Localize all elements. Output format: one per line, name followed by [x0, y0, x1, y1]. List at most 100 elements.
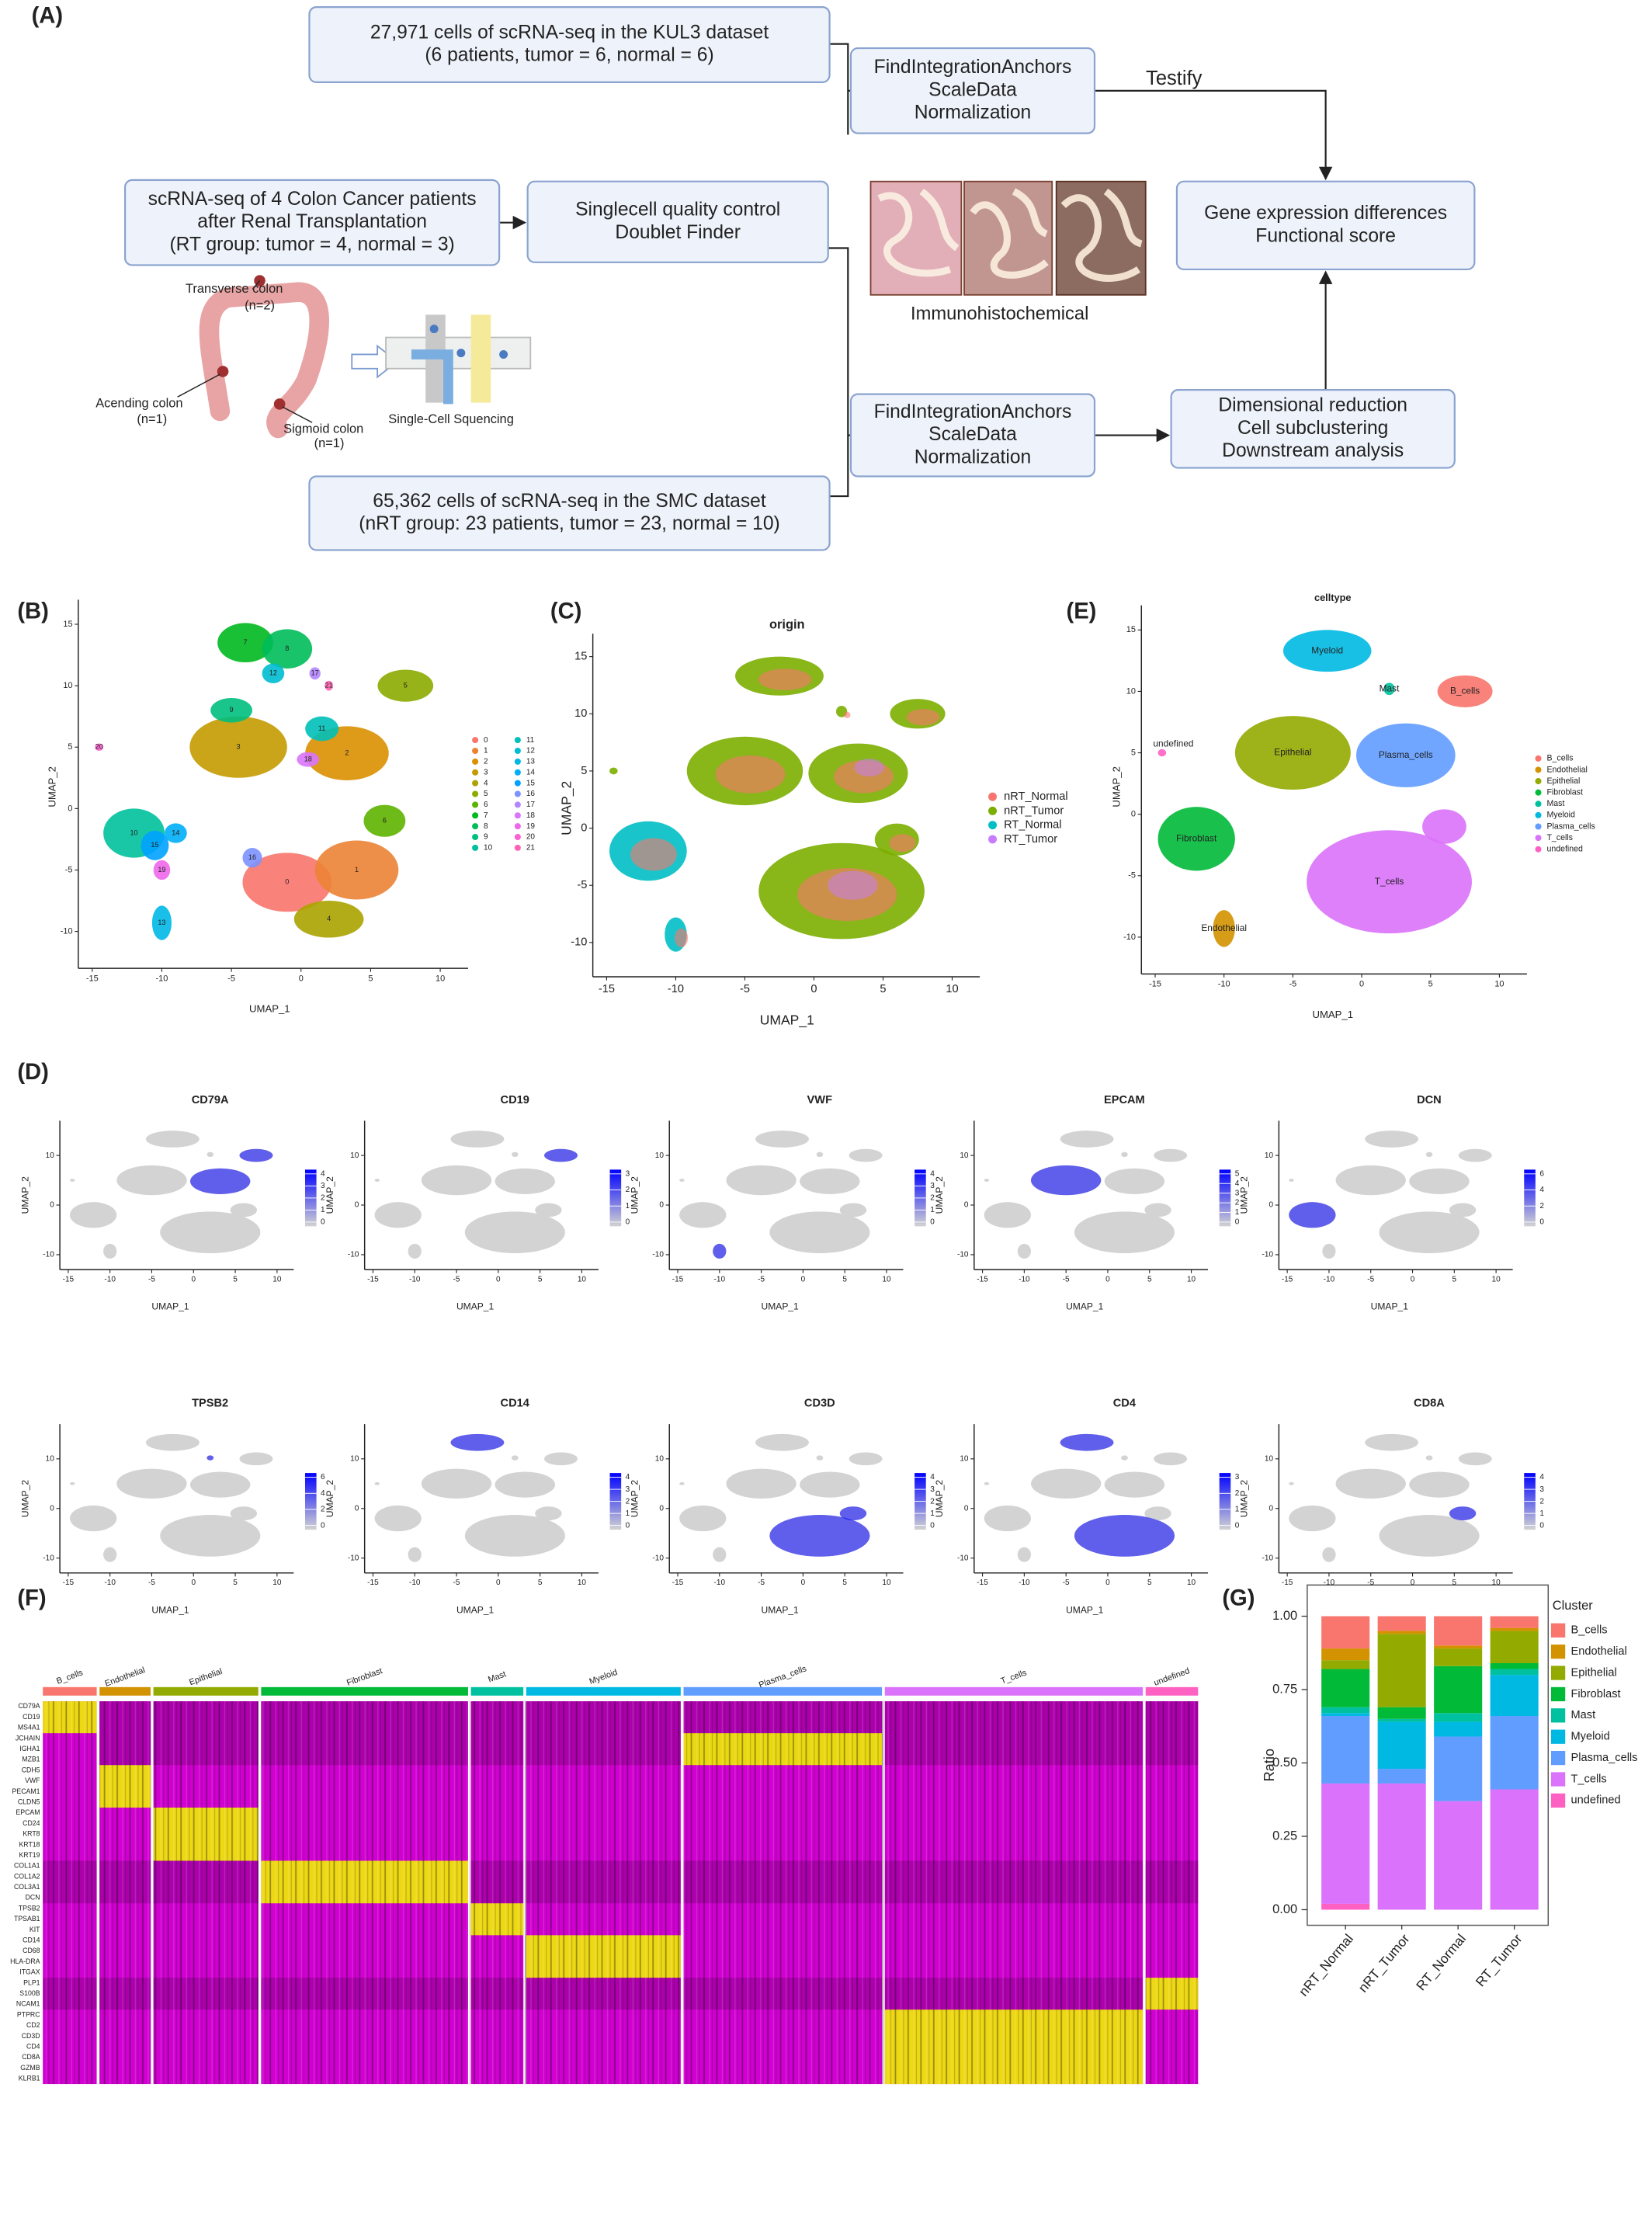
box-text: scRNA-seq of 4 Colon Cancer patients [148, 189, 477, 210]
color-tick-label: 6 [321, 1473, 325, 1481]
cell-cloud [151, 905, 172, 940]
x-tick-label: 0 [801, 1275, 806, 1283]
x-tick-label: 5 [1452, 1579, 1457, 1587]
cell-cloud [1365, 1131, 1419, 1148]
cell-cloud [145, 1131, 200, 1148]
cluster-label: undefined [1153, 1666, 1191, 1688]
panel-title: VWF [807, 1094, 833, 1106]
legend-dot [472, 790, 479, 797]
expression-cloud [206, 1455, 214, 1461]
x-tick-label: 0 [299, 974, 304, 983]
colon-label: (n=1) [314, 436, 345, 450]
legend-swatch [1550, 1793, 1566, 1808]
cell-cloud [165, 823, 187, 843]
expression-cloud [1289, 1202, 1336, 1228]
bar-segment [1490, 1716, 1539, 1790]
y-tick-label: 0 [1131, 810, 1136, 819]
cell-cloud [769, 1211, 870, 1253]
cell-cloud [189, 716, 287, 778]
gene-label: KRT18 [19, 1840, 40, 1848]
color-tick-label: 3 [626, 1169, 630, 1178]
color-tick-label: 0 [321, 1218, 325, 1227]
x-tick-label: 10 [436, 974, 445, 983]
gene-label: CLDN5 [18, 1798, 40, 1805]
cell-cloud [1154, 1148, 1188, 1162]
legend-dot [988, 792, 998, 801]
x-tick-label: 5 [1428, 980, 1433, 989]
cell-cloud [1425, 1455, 1433, 1461]
expression-cloud [544, 1148, 578, 1162]
x-axis-label: UMAP_1 [1066, 1301, 1104, 1312]
box-text: after Renal Transplantation [197, 211, 427, 232]
x-tick-label: -5 [148, 1579, 155, 1587]
cell-cloud [262, 629, 313, 669]
y-tick-label: 5 [1131, 748, 1136, 757]
cell-cloud [849, 1148, 883, 1162]
y-tick-label: 0 [659, 1504, 664, 1513]
x-tick-label: 5 [842, 1579, 847, 1587]
legend-label: Epithelial [1571, 1666, 1617, 1679]
legend-label: Plasma_cells [1571, 1752, 1638, 1764]
bar-segment [1321, 1903, 1370, 1910]
cell-cloud [800, 1168, 860, 1194]
x-tick-label: -5 [453, 1579, 460, 1587]
legend-dot [472, 758, 479, 765]
bar-segment [1490, 1627, 1539, 1631]
x-tick-label: 0 [191, 1579, 196, 1587]
panel-title: CD4 [1113, 1397, 1137, 1409]
legend-label: Mast [1546, 799, 1564, 808]
x-tick-label: -15 [672, 1275, 684, 1283]
legend-label: 1 [484, 747, 488, 755]
flow-box [1170, 389, 1456, 469]
cell-cloud [839, 1203, 867, 1217]
cell-cloud [1144, 1203, 1171, 1217]
bar-segment [1434, 1666, 1483, 1714]
gene-label: CD19 [23, 1713, 40, 1721]
pointer [177, 280, 313, 423]
legend-dot [514, 801, 521, 808]
y-axis-label: UMAP_2 [934, 1480, 945, 1518]
gene-label: CD24 [23, 1819, 40, 1827]
box-text: Doublet Finder [615, 222, 741, 243]
bar-segment [1377, 1769, 1426, 1784]
legend-label: 20 [526, 833, 536, 842]
cell-cloud [210, 697, 253, 723]
legend-label: T_cells [1546, 833, 1573, 842]
cluster-label: 14 [172, 828, 179, 836]
legend-swatch [1550, 1645, 1566, 1659]
channel [470, 314, 491, 403]
legend-dot [514, 747, 521, 755]
cluster-label: 7 [243, 638, 247, 646]
arrow [1095, 89, 1333, 181]
cell-cloud [305, 716, 339, 742]
color-tick-label: 1 [1539, 1509, 1544, 1518]
cluster-label: 19 [158, 866, 165, 874]
cell-cloud [758, 669, 812, 690]
cluster-label: Plasma_cells [1379, 749, 1433, 760]
bar-segment [1377, 1634, 1426, 1707]
cell-cloud [1383, 683, 1395, 696]
y-tick-label: -10 [1262, 1554, 1274, 1562]
legend-label: 2 [484, 758, 488, 766]
cell-cloud [421, 1165, 492, 1196]
color-tick-label: 4 [1539, 1186, 1544, 1194]
box-text: 27,971 cells of scRNA-seq in the KUL3 da… [370, 22, 769, 43]
cell-cloud [309, 667, 321, 680]
color-tick-label: 3 [1235, 1189, 1240, 1197]
legend-label: nRT_Tumor [1004, 804, 1064, 817]
color-tick-label: 4 [321, 1489, 325, 1498]
legend-dot [472, 737, 479, 744]
cluster-label: Myeloid [588, 1668, 620, 1686]
y-tick-label: 15 [1126, 625, 1136, 634]
cluster-label: Plasma_cells [758, 1664, 808, 1690]
panel-title: origin [769, 618, 805, 632]
x-tick-label: 10 [946, 983, 958, 995]
legend-dot [514, 844, 521, 851]
gene-label: DCN [26, 1894, 40, 1902]
gene-label: CD8A [22, 2053, 40, 2061]
cell-cloud [141, 830, 169, 860]
x-tick-label: -5 [1289, 980, 1297, 989]
cell-cloud [1030, 1468, 1102, 1499]
x-tick-label: 5 [233, 1579, 238, 1587]
legend-dot [1535, 811, 1542, 818]
